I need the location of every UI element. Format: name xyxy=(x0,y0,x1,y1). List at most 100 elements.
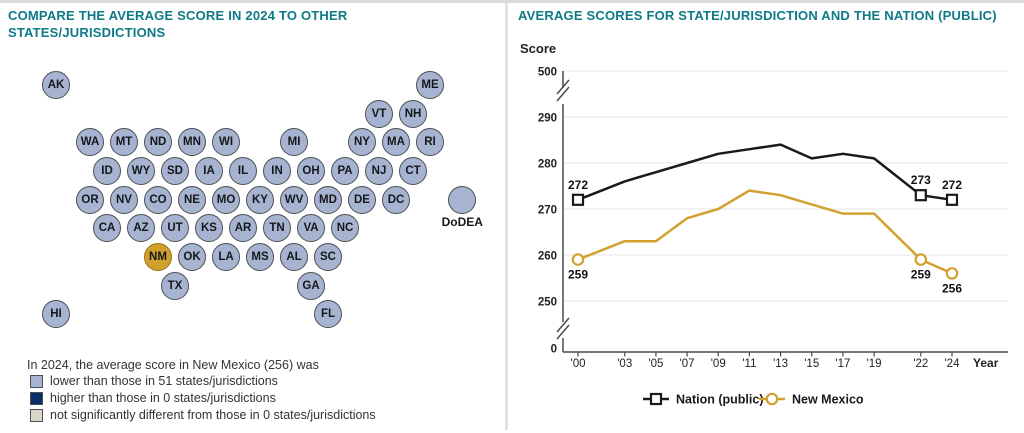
state-circle-AL[interactable]: AL xyxy=(280,242,308,271)
series-line-1 xyxy=(577,189,953,275)
state-circle-KS[interactable]: KS xyxy=(195,214,223,243)
y-tick-290: 290 xyxy=(538,113,557,125)
state-circle-WY[interactable]: WY xyxy=(127,156,155,185)
state-circle-NY[interactable]: NY xyxy=(348,128,376,157)
state-circle-LA[interactable]: LA xyxy=(212,242,240,271)
state-circle-ME[interactable]: ME xyxy=(416,71,444,99)
state-circle-NV[interactable]: NV xyxy=(110,185,138,214)
top-border xyxy=(0,0,1024,3)
state-circle-ID[interactable]: ID xyxy=(93,156,121,185)
point-label-1-2024: 256 xyxy=(942,281,962,295)
map-legend-item-0: lower than those in 51 states/jurisdicti… xyxy=(27,374,487,388)
state-circle-OR[interactable]: OR xyxy=(76,185,104,214)
x-tick-label-2007: '07 xyxy=(680,358,695,370)
chart-legend-marker-1 xyxy=(765,392,779,406)
state-circle-OK[interactable]: OK xyxy=(178,242,206,271)
point-label-1-2022: 259 xyxy=(911,268,931,282)
state-circle-MT[interactable]: MT xyxy=(110,128,138,157)
state-circle-MN[interactable]: MN xyxy=(178,128,206,157)
state-circle-MS[interactable]: MS xyxy=(246,242,274,271)
point-label-1-2000: 259 xyxy=(568,268,588,282)
x-tick-label-2015: '15 xyxy=(804,358,819,370)
state-circle-GA[interactable]: GA xyxy=(297,271,325,300)
map-legend-label-2: not significantly different from those i… xyxy=(50,408,376,422)
x-tick-label-2013: '13 xyxy=(773,358,788,370)
state-circle-DC[interactable]: DC xyxy=(382,185,410,214)
state-circle-DoDEA[interactable] xyxy=(448,185,477,214)
y-tick-280: 280 xyxy=(538,159,557,171)
state-circle-AK[interactable]: AK xyxy=(42,71,70,99)
state-circle-CO[interactable]: CO xyxy=(144,185,172,214)
state-circle-HI[interactable]: HI xyxy=(42,300,70,329)
state-circle-PA[interactable]: PA xyxy=(331,156,359,185)
marker-1-2022 xyxy=(914,253,928,266)
axis-break-mark-1 xyxy=(556,79,570,95)
state-circle-SC[interactable]: SC xyxy=(314,242,342,271)
state-circle-VA[interactable]: VA xyxy=(297,214,325,243)
state-circle-MD[interactable]: MD xyxy=(314,185,342,214)
point-label-0-2022: 273 xyxy=(911,173,931,187)
state-circle-CT[interactable]: CT xyxy=(399,156,427,185)
state-circle-OH[interactable]: OH xyxy=(297,156,325,185)
state-circle-ND[interactable]: ND xyxy=(144,128,172,157)
map-legend-label-0: lower than those in 51 states/jurisdicti… xyxy=(50,374,278,388)
state-circle-KY[interactable]: KY xyxy=(246,185,274,214)
x-tick-label-2019: '19 xyxy=(867,358,882,370)
state-circle-TX[interactable]: TX xyxy=(161,271,189,300)
map-legend-swatch-2 xyxy=(30,408,43,422)
state-circle-IN[interactable]: IN xyxy=(263,156,291,185)
state-circle-NC[interactable]: NC xyxy=(331,214,359,243)
marker-0-2000 xyxy=(571,193,585,206)
state-circle-TN[interactable]: TN xyxy=(263,214,291,243)
state-circle-FL[interactable]: FL xyxy=(314,300,342,329)
state-circle-NH[interactable]: NH xyxy=(399,99,427,128)
y-axis-title: Score xyxy=(520,41,556,56)
map-legend: In 2024, the average score in New Mexico… xyxy=(27,358,487,425)
state-circle-AZ[interactable]: AZ xyxy=(127,214,155,243)
marker-1-2024 xyxy=(945,267,959,280)
state-circle-SD[interactable]: SD xyxy=(161,156,189,185)
state-circle-UT[interactable]: UT xyxy=(161,214,189,243)
x-tick-label-2011: '11 xyxy=(742,358,756,370)
marker-0-2024 xyxy=(945,193,959,206)
x-tick-label-2009: '09 xyxy=(711,358,726,370)
y-tick-260: 260 xyxy=(538,251,557,263)
state-circle-MI[interactable]: MI xyxy=(280,128,308,157)
x-tick-label-2022: '22 xyxy=(913,358,928,370)
panel-divider xyxy=(505,3,508,430)
trend-panel-title: AVERAGE SCORES FOR STATE/JURISDICTION AN… xyxy=(518,8,997,23)
state-circle-NM[interactable]: NM xyxy=(144,242,172,271)
state-circle-WV[interactable]: WV xyxy=(280,185,308,214)
compare-panel-title: COMPARE THE AVERAGE SCORE IN 2024 TO OTH… xyxy=(8,8,348,40)
state-circle-VT[interactable]: VT xyxy=(365,99,393,128)
chart-legend-label-1: New Mexico xyxy=(792,393,864,407)
state-label-DoDEA: DoDEA xyxy=(441,214,483,229)
state-circle-CA[interactable]: CA xyxy=(93,214,121,243)
state-circle-RI[interactable]: RI xyxy=(416,128,444,157)
x-tick-label-2005: '05 xyxy=(648,358,663,370)
marker-0-2022 xyxy=(914,189,927,202)
state-circle-NJ[interactable]: NJ xyxy=(365,156,393,185)
state-circle-IL[interactable]: IL xyxy=(229,156,257,185)
x-axis-title: Year xyxy=(973,356,999,370)
y-tick-500: 500 xyxy=(538,67,557,79)
point-label-0-2000: 272 xyxy=(568,178,588,192)
state-circle-DE[interactable]: DE xyxy=(348,185,376,214)
state-circle-IA[interactable]: IA xyxy=(195,156,223,185)
state-circle-MO[interactable]: MO xyxy=(212,185,240,214)
state-circle-NE[interactable]: NE xyxy=(178,185,206,214)
map-legend-item-2: not significantly different from those i… xyxy=(27,408,487,422)
chart-legend-label-0: Nation (public) xyxy=(676,393,764,407)
x-tick-label-2000: '00 xyxy=(571,358,586,370)
axis-break-mark-2 xyxy=(556,324,570,340)
marker-1-2000 xyxy=(571,253,585,266)
y-tick-0: 0 xyxy=(551,344,557,356)
x-tick-label-2003: '03 xyxy=(617,358,632,370)
state-circle-WI[interactable]: WI xyxy=(212,128,240,157)
x-tick-label-2024: '24 xyxy=(944,358,960,370)
chart-legend-marker-0 xyxy=(649,392,663,406)
state-circle-AR[interactable]: AR xyxy=(229,214,257,243)
state-circle-WA[interactable]: WA xyxy=(76,128,104,157)
state-circle-MA[interactable]: MA xyxy=(382,128,410,157)
